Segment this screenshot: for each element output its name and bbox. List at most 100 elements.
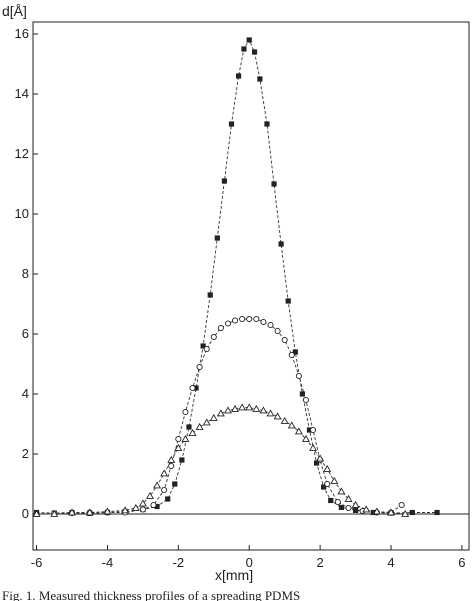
circle-marker	[196, 363, 203, 371]
square-marker	[328, 497, 334, 504]
triangle-marker	[372, 507, 381, 515]
square-marker	[165, 496, 171, 502]
y-tick-label: 14	[15, 86, 29, 101]
square-marker	[246, 37, 252, 43]
circle-marker	[168, 462, 175, 470]
y-tick-label: 12	[15, 146, 29, 161]
triangle-marker	[362, 505, 371, 513]
square-marker	[299, 391, 305, 397]
square-marker	[257, 76, 263, 82]
square-marker	[321, 484, 327, 490]
x-tick-label: 6	[458, 555, 465, 570]
circle-marker	[210, 333, 217, 341]
triangle-marker	[316, 454, 325, 462]
circle-marker	[182, 408, 189, 416]
triangle-marker	[121, 506, 130, 514]
square-marker	[186, 424, 192, 430]
x-tick-label: -2	[173, 555, 185, 570]
figure-caption: Fig. 1. Measured thickness profiles of a…	[2, 588, 300, 601]
y-tick-label: 8	[22, 266, 29, 281]
y-tick-label: 16	[15, 26, 29, 41]
triangle-marker	[309, 443, 318, 451]
square-marker	[228, 121, 235, 127]
circle-marker	[231, 317, 239, 324]
square-marker	[271, 181, 277, 187]
triangle-marker	[195, 422, 204, 430]
triangle-marker	[153, 481, 162, 489]
square-marker	[409, 509, 415, 516]
circle-marker	[334, 498, 341, 506]
square-marker	[179, 457, 185, 463]
triangle-marker	[351, 500, 360, 508]
circle-marker	[239, 315, 246, 323]
triangle-marker	[131, 503, 140, 511]
triangle-marker	[146, 491, 154, 499]
square-marker	[338, 504, 344, 511]
x-tick-label: -6	[31, 555, 43, 570]
circle-marker	[253, 315, 260, 323]
triangle-marker	[259, 406, 268, 414]
circle-marker	[288, 351, 295, 359]
triangle-marker	[50, 509, 59, 517]
triangle-marker	[223, 406, 232, 414]
triangle-marker	[252, 404, 261, 412]
triangle-marker	[287, 421, 296, 429]
series-circle	[33, 315, 405, 518]
circle-marker	[324, 480, 331, 488]
triangle-marker	[85, 508, 94, 516]
y-tick-label: 10	[15, 206, 29, 221]
circle-marker	[161, 486, 168, 494]
x-tick-label: 2	[317, 555, 324, 570]
square-marker	[434, 509, 440, 516]
square-marker	[285, 298, 291, 304]
triangle-marker	[344, 494, 353, 502]
y-axis-label: d[Å]	[2, 3, 27, 19]
triangle-marker	[32, 509, 41, 517]
series-square-line	[36, 39, 438, 514]
triangle-marker	[160, 469, 169, 477]
y-axis-ticks: 0 2 4 6 8 10 12 14 16	[15, 26, 38, 521]
triangle-marker	[266, 409, 275, 417]
circle-marker	[217, 324, 224, 332]
x-axis-ticks: -6 -4 -2 0 2 4 6	[31, 545, 466, 570]
y-tick-label: 6	[22, 326, 29, 341]
triangle-marker	[209, 413, 218, 421]
triangle-marker	[167, 455, 176, 463]
triangle-marker	[330, 476, 339, 484]
square-marker	[251, 49, 258, 55]
circle-marker	[267, 321, 274, 329]
square-marker	[241, 46, 247, 52]
circle-marker	[150, 501, 157, 509]
square-marker	[200, 343, 206, 349]
triangle-marker	[138, 499, 147, 507]
triangle-marker	[245, 403, 254, 411]
series-triangle	[32, 403, 410, 517]
circle-marker	[189, 384, 196, 392]
triangle-marker	[273, 412, 282, 420]
triangle-marker	[401, 509, 410, 517]
triangle-marker	[216, 409, 225, 417]
triangle-marker	[280, 416, 289, 424]
triangle-marker	[323, 464, 332, 472]
circle-marker	[295, 372, 302, 380]
triangle-marker	[301, 434, 310, 442]
x-tick-label: -4	[102, 555, 114, 570]
square-marker	[214, 235, 220, 241]
circle-marker	[281, 336, 288, 344]
square-marker	[207, 292, 213, 298]
circle-marker	[175, 435, 182, 443]
x-axis-label: x[mm]	[215, 567, 253, 583]
square-marker	[292, 349, 298, 355]
circle-marker	[246, 315, 253, 323]
triangle-marker	[337, 487, 346, 495]
y-tick-label: 2	[22, 446, 29, 461]
x-tick-label: 0	[246, 555, 253, 570]
circle-marker	[224, 320, 232, 327]
square-marker	[172, 481, 178, 487]
square-marker	[278, 241, 284, 247]
series-square	[33, 37, 440, 517]
triangle-marker	[68, 508, 76, 516]
triangle-marker	[231, 404, 240, 412]
y-tick-label: 0	[22, 506, 29, 521]
